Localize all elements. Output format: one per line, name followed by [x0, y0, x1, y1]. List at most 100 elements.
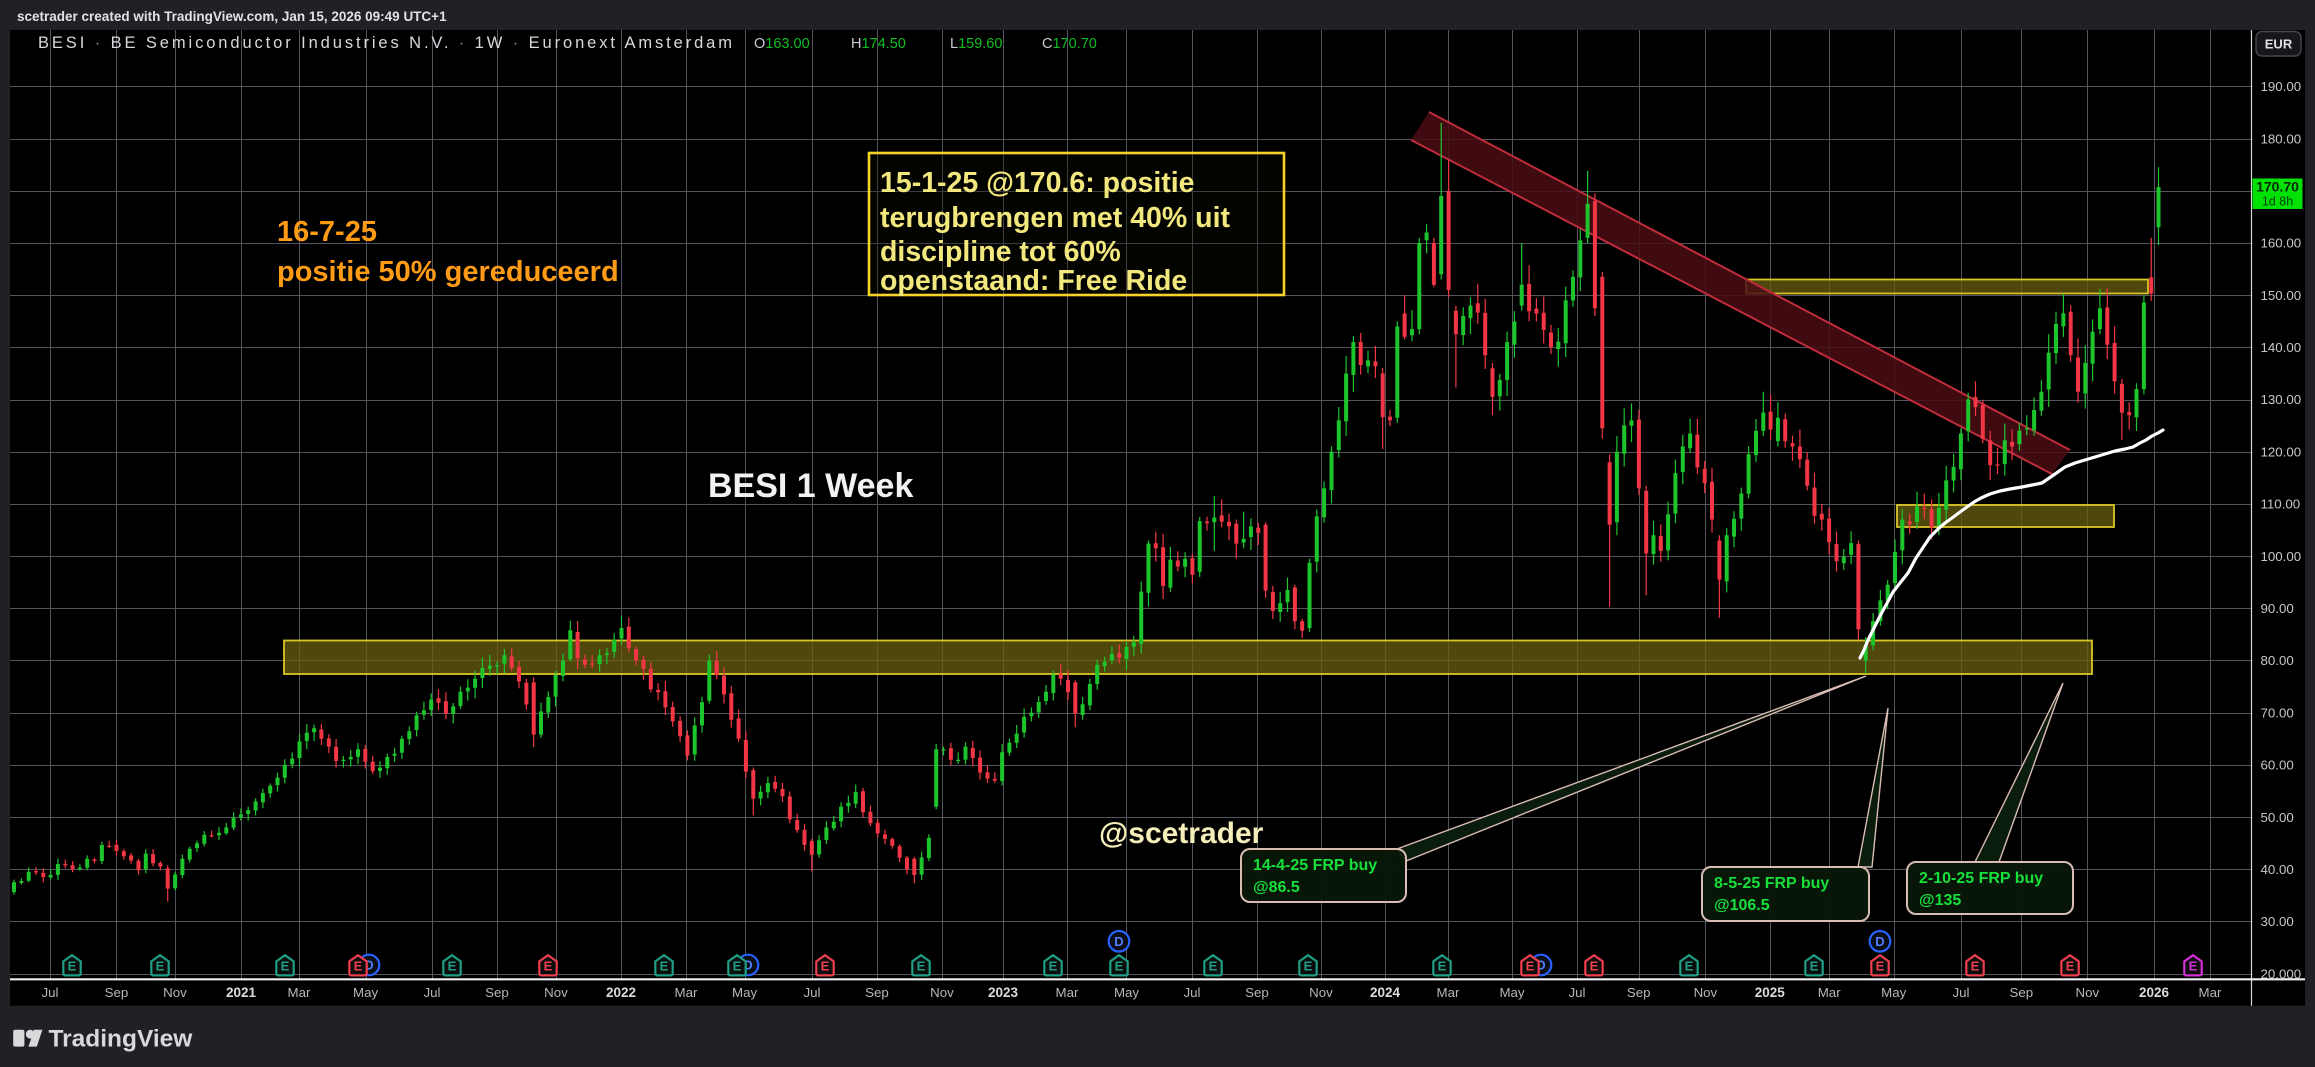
svg-text:E: E [1810, 959, 1819, 974]
svg-text:70.00: 70.00 [2261, 705, 2294, 720]
svg-text:BESI · BE Semiconductor Indust: BESI · BE Semiconductor Industries N.V. … [38, 34, 735, 52]
svg-text:15-1-25 @170.6: positie: 15-1-25 @170.6: positie [880, 167, 1195, 199]
svg-text:190.00: 190.00 [2261, 79, 2302, 94]
svg-text:Sep: Sep [485, 985, 509, 1000]
svg-text:Sep: Sep [2009, 985, 2033, 1000]
svg-text:140.00: 140.00 [2261, 340, 2302, 355]
svg-text:50.00: 50.00 [2261, 810, 2294, 825]
svg-text:D: D [364, 958, 373, 973]
svg-text:E: E [1438, 959, 1447, 974]
svg-text:2022: 2022 [606, 985, 636, 1000]
svg-text:O163.00: O163.00 [754, 36, 810, 52]
svg-text:16-7-25: 16-7-25 [277, 216, 377, 248]
svg-text:2023: 2023 [988, 985, 1019, 1000]
svg-text:@scetrader: @scetrader [1099, 817, 1264, 850]
svg-text:E: E [1209, 959, 1218, 974]
svg-text:BESI 1 Week: BESI 1 Week [708, 467, 913, 505]
svg-text:terugbrengen met 40% uit: terugbrengen met 40% uit [880, 202, 1230, 234]
svg-text:E: E [660, 959, 669, 974]
svg-text:14-4-25 FRP buy: 14-4-25 FRP buy [1253, 857, 1377, 874]
svg-text:2-10-25 FRP buy: 2-10-25 FRP buy [1919, 870, 2043, 887]
svg-text:Sep: Sep [105, 985, 129, 1000]
svg-text:20.000: 20.000 [2261, 966, 2302, 981]
svg-text:May: May [1114, 985, 1139, 1000]
svg-text:E: E [1304, 959, 1313, 974]
svg-text:D: D [1875, 934, 1884, 949]
svg-text:Mar: Mar [1818, 985, 1841, 1000]
svg-text:E: E [281, 959, 290, 974]
svg-text:E: E [1526, 959, 1535, 974]
svg-text:May: May [1881, 985, 1906, 1000]
svg-text:40.00: 40.00 [2261, 862, 2294, 877]
svg-text:Nov: Nov [1309, 985, 1333, 1000]
svg-text:E: E [1971, 959, 1980, 974]
svg-text:E: E [733, 959, 742, 974]
svg-text:Nov: Nov [1694, 985, 1718, 1000]
svg-text:May: May [1499, 985, 1524, 1000]
svg-text:Mar: Mar [2199, 985, 2222, 1000]
svg-text:E: E [68, 959, 77, 974]
svg-text:D: D [1536, 958, 1545, 973]
svg-text:E: E [156, 959, 165, 974]
svg-text:Nov: Nov [930, 985, 954, 1000]
svg-text:openstaand: Free Ride: openstaand: Free Ride [880, 265, 1187, 297]
svg-text:8-5-25 FRP buy: 8-5-25 FRP buy [1714, 875, 1829, 892]
svg-text:Jul: Jul [804, 985, 821, 1000]
svg-text:90.00: 90.00 [2261, 601, 2294, 616]
svg-text:Jul: Jul [1184, 985, 1201, 1000]
svg-text:Mar: Mar [1056, 985, 1079, 1000]
svg-text:May: May [353, 985, 378, 1000]
svg-text:May: May [732, 985, 757, 1000]
svg-text:Mar: Mar [675, 985, 698, 1000]
svg-text:Sep: Sep [865, 985, 889, 1000]
svg-text:E: E [354, 959, 363, 974]
svg-text:60.00: 60.00 [2261, 758, 2294, 773]
svg-text:1d 8h: 1d 8h [2262, 195, 2293, 209]
svg-text:discipline tot 60%: discipline tot 60% [880, 236, 1121, 268]
svg-text:H174.50: H174.50 [851, 36, 906, 52]
svg-text:Jul: Jul [1953, 985, 1970, 1000]
svg-text:C170.70: C170.70 [1042, 36, 1097, 52]
svg-text:E: E [448, 959, 457, 974]
svg-text:@86.5: @86.5 [1253, 879, 1300, 896]
svg-text:80.00: 80.00 [2261, 653, 2294, 668]
svg-text:Mar: Mar [1437, 985, 1460, 1000]
svg-text:E: E [1590, 959, 1599, 974]
svg-text:@135: @135 [1919, 892, 1961, 909]
svg-text:E: E [821, 959, 830, 974]
svg-text:170.70: 170.70 [2256, 179, 2299, 195]
svg-text:160.00: 160.00 [2261, 236, 2302, 251]
svg-text:scetrader created with Trading: scetrader created with TradingView.com, … [17, 9, 447, 24]
svg-text:L159.60: L159.60 [950, 36, 1002, 52]
svg-text:100.00: 100.00 [2261, 549, 2302, 564]
svg-text:E: E [917, 959, 926, 974]
svg-text:Nov: Nov [2075, 985, 2099, 1000]
svg-text:130.00: 130.00 [2261, 392, 2302, 407]
svg-text:E: E [1685, 959, 1694, 974]
svg-text:Nov: Nov [544, 985, 568, 1000]
svg-text:110.00: 110.00 [2261, 497, 2301, 512]
svg-text:Mar: Mar [288, 985, 311, 1000]
svg-text:180.00: 180.00 [2261, 131, 2302, 146]
svg-text:120.00: 120.00 [2261, 444, 2302, 459]
svg-text:Nov: Nov [163, 985, 187, 1000]
svg-text:E: E [1876, 959, 1885, 974]
svg-text:E: E [544, 959, 553, 974]
svg-text:Sep: Sep [1627, 985, 1651, 1000]
svg-text:@106.5: @106.5 [1714, 897, 1770, 914]
svg-text:Sep: Sep [1245, 985, 1269, 1000]
svg-text:E: E [1115, 959, 1124, 974]
svg-text:Jul: Jul [42, 985, 59, 1000]
svg-text:30.00: 30.00 [2261, 914, 2294, 929]
svg-text:EUR: EUR [2265, 37, 2293, 52]
svg-text:positie 50% gereduceerd: positie 50% gereduceerd [277, 256, 619, 288]
svg-text:2021: 2021 [226, 985, 257, 1000]
svg-text:D: D [743, 958, 752, 973]
svg-text:E: E [2189, 959, 2198, 974]
svg-text:Jul: Jul [1569, 985, 1586, 1000]
svg-text:2026: 2026 [2139, 985, 2170, 1000]
svg-text:2025: 2025 [1755, 985, 1786, 1000]
svg-text:Jul: Jul [424, 985, 441, 1000]
svg-text:E: E [1049, 959, 1058, 974]
svg-text:150.00: 150.00 [2261, 288, 2302, 303]
